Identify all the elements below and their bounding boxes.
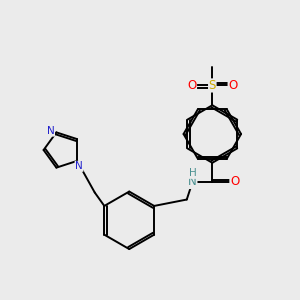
Text: N: N: [47, 126, 55, 136]
Text: O: O: [187, 79, 196, 92]
Text: O: O: [230, 176, 239, 188]
Text: O: O: [228, 79, 237, 92]
Text: N: N: [75, 161, 83, 171]
Text: H: H: [189, 168, 196, 178]
Text: S: S: [208, 79, 216, 92]
Text: N: N: [188, 176, 197, 188]
